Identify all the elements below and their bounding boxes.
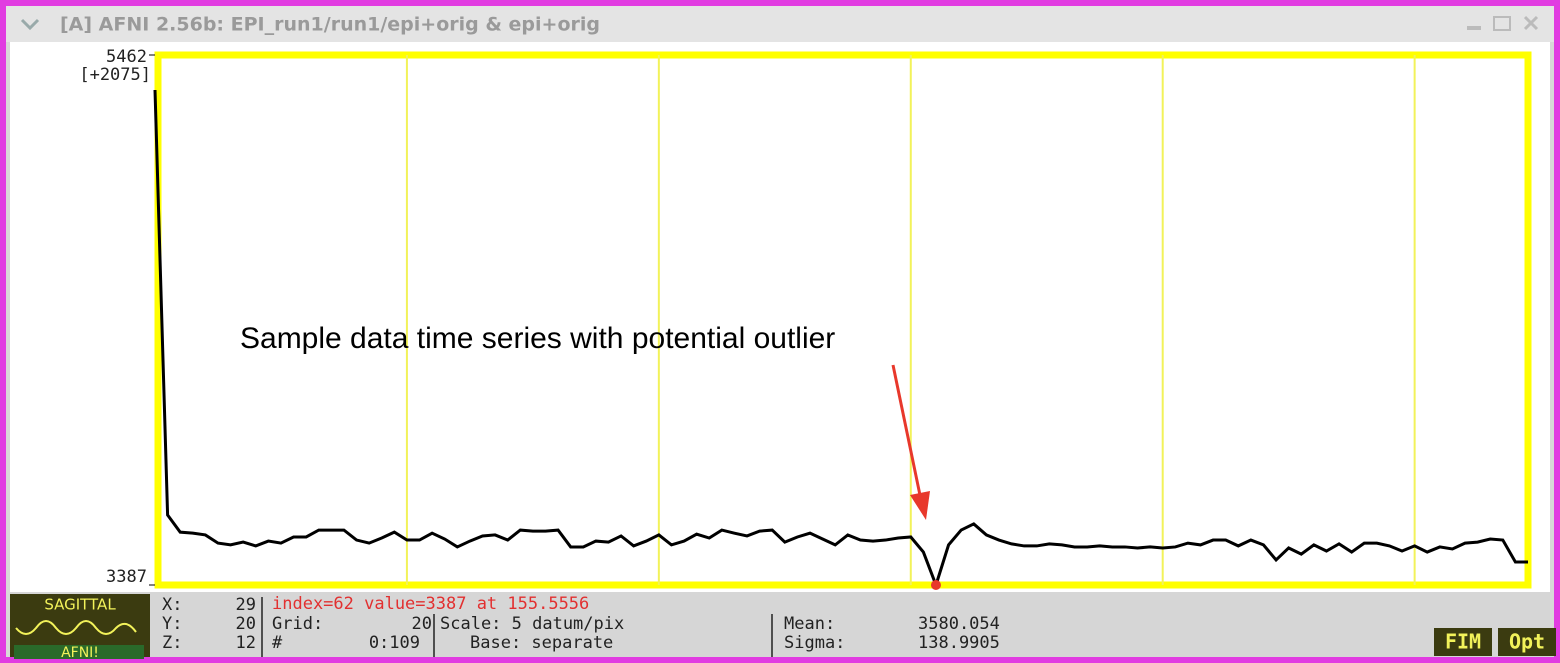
- grid-value: 20: [412, 614, 432, 634]
- coord-value: 12: [236, 633, 256, 653]
- status-group: SAGITTAL AFNI! X: 29 Y: 20 Z: 12 index=62 value=…: [10, 594, 1556, 661]
- afni-button-bg[interactable]: [14, 645, 144, 659]
- button[interactable]: FIM: [1445, 630, 1481, 654]
- outlier-dot: [930, 580, 941, 590]
- button-bg[interactable]: [1434, 628, 1492, 656]
- coord-label: X:: [162, 595, 182, 615]
- afni-button[interactable]: AFNI!: [61, 645, 99, 661]
- coord-label: Y:: [162, 614, 182, 634]
- window-menu-icon[interactable]: [20, 18, 40, 31]
- sigma-value: 138.9905: [918, 633, 1000, 653]
- grid-label: Grid:: [272, 614, 323, 634]
- mean-label: Mean:: [784, 614, 835, 634]
- sigma-label: Sigma:: [784, 633, 845, 653]
- plot: 3387 5462[+2075] Sample data time series w…: [79, 47, 1532, 590]
- status-message: index=62 value=3387 at 155.5556: [272, 594, 589, 614]
- annotation-arrow: [891, 364, 923, 501]
- base-text: Base: separate: [470, 633, 613, 653]
- coord-value: 29: [236, 595, 256, 615]
- annotation-arrowhead: [910, 491, 930, 520]
- maximize-button[interactable]: [1493, 16, 1511, 31]
- range-label: [+2075]: [79, 65, 151, 85]
- count-label: #: [272, 633, 283, 653]
- title-bar: [6, 6, 1554, 42]
- coord-value: 20: [236, 614, 256, 634]
- button-bg[interactable]: [1498, 628, 1556, 656]
- plot-frame: [154, 51, 1532, 589]
- logo-wave: [15, 620, 137, 635]
- scale-text: Scale: 5 datum/pix: [440, 614, 624, 634]
- button[interactable]: Opt: [1509, 630, 1545, 654]
- y-tick-label: 3387: [106, 567, 147, 587]
- minimize-button[interactable]: [1467, 26, 1481, 30]
- count-value: 0:109: [369, 633, 420, 653]
- status-panel: [10, 592, 1550, 657]
- logo-text: SAGITTAL: [44, 596, 116, 614]
- mean-value: 3580.054: [918, 614, 1000, 634]
- coord-label: Z:: [162, 633, 182, 653]
- time-series-line: [153, 89, 1528, 590]
- graph-area: [10, 42, 1550, 592]
- close-button[interactable]: [1523, 15, 1539, 31]
- annotation: Sample data time series with potential o…: [240, 322, 835, 355]
- y-tick-label: 5462: [106, 47, 147, 67]
- window-title: [A] AFNI 2.56b: EPI_run1/run1/epi+orig &…: [60, 14, 600, 36]
